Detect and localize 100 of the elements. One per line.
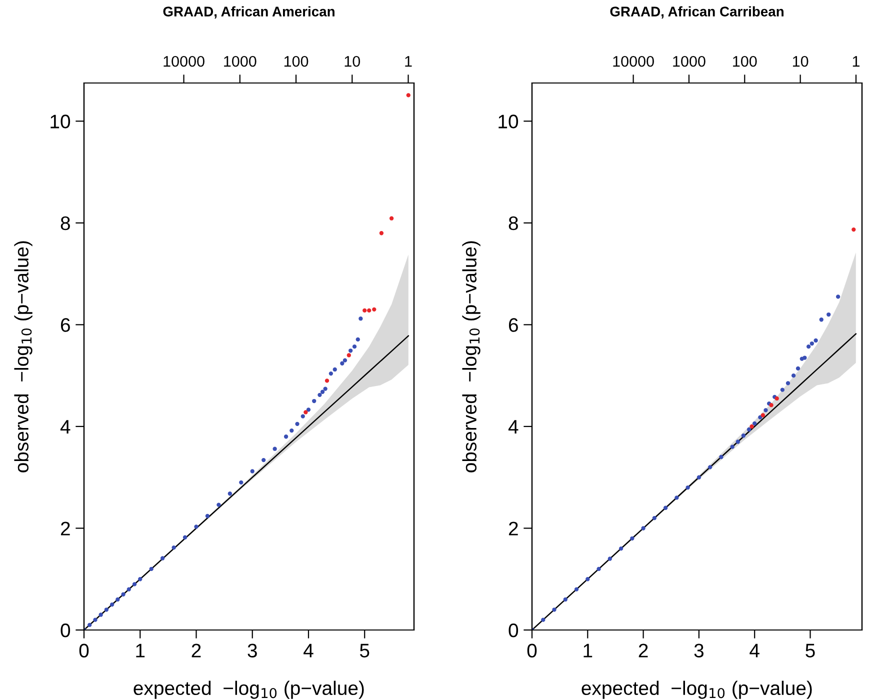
- point: [372, 307, 376, 312]
- x2-tick-label: 10: [344, 56, 360, 67]
- point: [586, 577, 590, 582]
- point: [379, 231, 384, 236]
- y-tick-label: 10: [50, 114, 70, 128]
- x-tick-label: 3: [248, 644, 257, 658]
- x-tick-label: 2: [192, 644, 201, 658]
- point: [652, 516, 657, 520]
- x-tick-label: 4: [750, 644, 760, 658]
- x-axis-title: expected −log$_{10}$ (p−value): [582, 680, 812, 699]
- point: [138, 577, 142, 582]
- point: [746, 427, 752, 432]
- point: [696, 475, 702, 480]
- point: [852, 227, 856, 232]
- x2-tick-label: 1000: [673, 56, 706, 67]
- point: [674, 496, 679, 500]
- point: [752, 421, 757, 426]
- x2-tick-label: 10000: [164, 56, 204, 67]
- y-axis-title: observed −log$_{10}$ (p−value): [14, 241, 32, 472]
- point: [262, 458, 266, 462]
- point: [663, 506, 668, 510]
- x-tick-label: 3: [694, 644, 704, 658]
- point: [574, 587, 579, 592]
- point: [819, 318, 824, 322]
- x2-tick-label: 100: [733, 56, 757, 67]
- point: [806, 344, 811, 349]
- point: [304, 410, 308, 414]
- point: [406, 93, 410, 98]
- point: [389, 216, 394, 220]
- point: [786, 381, 790, 386]
- chart-title: GRAAD, African American: [163, 6, 334, 18]
- point: [750, 424, 754, 429]
- point: [172, 545, 176, 550]
- point: [250, 469, 254, 474]
- x-tick-label: 4: [304, 644, 314, 658]
- x-tick-label: 5: [806, 644, 815, 658]
- x-tick-label: 0: [527, 644, 537, 658]
- point: [110, 602, 114, 607]
- y-tick-label: 2: [60, 522, 70, 536]
- point: [836, 294, 840, 299]
- chart-title: GRAAD, African Carribean: [610, 6, 784, 18]
- point: [98, 612, 103, 617]
- point: [272, 446, 277, 451]
- y-tick-label: 10: [498, 114, 518, 128]
- point: [340, 361, 344, 366]
- point: [641, 526, 646, 530]
- point: [730, 444, 734, 449]
- point: [182, 535, 188, 540]
- point: [596, 566, 601, 572]
- point: [814, 338, 818, 343]
- point: [796, 366, 800, 371]
- point: [104, 608, 109, 612]
- point: [126, 587, 131, 592]
- point: [352, 344, 357, 349]
- point: [362, 308, 367, 313]
- y-tick-label: 0: [60, 623, 70, 638]
- point: [93, 618, 98, 622]
- point: [719, 454, 724, 460]
- point: [324, 378, 330, 383]
- point: [618, 546, 624, 551]
- point: [358, 316, 363, 321]
- point: [802, 356, 807, 360]
- x-tick-label: 0: [79, 644, 89, 658]
- y-tick-label: 6: [60, 318, 70, 332]
- x-tick-label: 1: [584, 644, 592, 658]
- point: [239, 480, 244, 485]
- point: [367, 308, 372, 313]
- point: [780, 388, 785, 392]
- point: [708, 465, 712, 470]
- x2-tick-label: 100: [284, 56, 308, 67]
- x-tick-label: 1: [136, 644, 145, 658]
- point: [116, 597, 120, 602]
- point: [563, 597, 568, 602]
- point: [741, 434, 746, 438]
- point: [608, 556, 612, 561]
- y-tick-label: 6: [508, 318, 518, 332]
- point: [348, 348, 353, 353]
- x-tick-label: 2: [638, 644, 648, 658]
- point: [216, 502, 221, 507]
- point: [791, 374, 796, 378]
- point: [332, 367, 337, 372]
- x2-tick-label: 1: [852, 56, 860, 67]
- y-tick-label: 2: [508, 522, 518, 536]
- y-tick-label: 8: [60, 216, 70, 230]
- point: [328, 371, 334, 376]
- point: [300, 414, 305, 418]
- y-tick-label: 8: [508, 216, 518, 230]
- x2-tick-label: 1000: [224, 56, 256, 67]
- point: [686, 485, 690, 490]
- point: [346, 353, 351, 358]
- point: [160, 556, 165, 560]
- y-axis-title: observed −log$_{10}$ (p−value): [462, 241, 480, 472]
- point: [88, 622, 92, 627]
- point: [356, 337, 360, 342]
- x-axis-title: expected −log$_{10}$ (p−value): [134, 680, 364, 699]
- y-tick-label: 4: [60, 420, 70, 434]
- point: [760, 413, 766, 418]
- point: [764, 408, 768, 412]
- point: [323, 386, 328, 391]
- point: [769, 403, 774, 408]
